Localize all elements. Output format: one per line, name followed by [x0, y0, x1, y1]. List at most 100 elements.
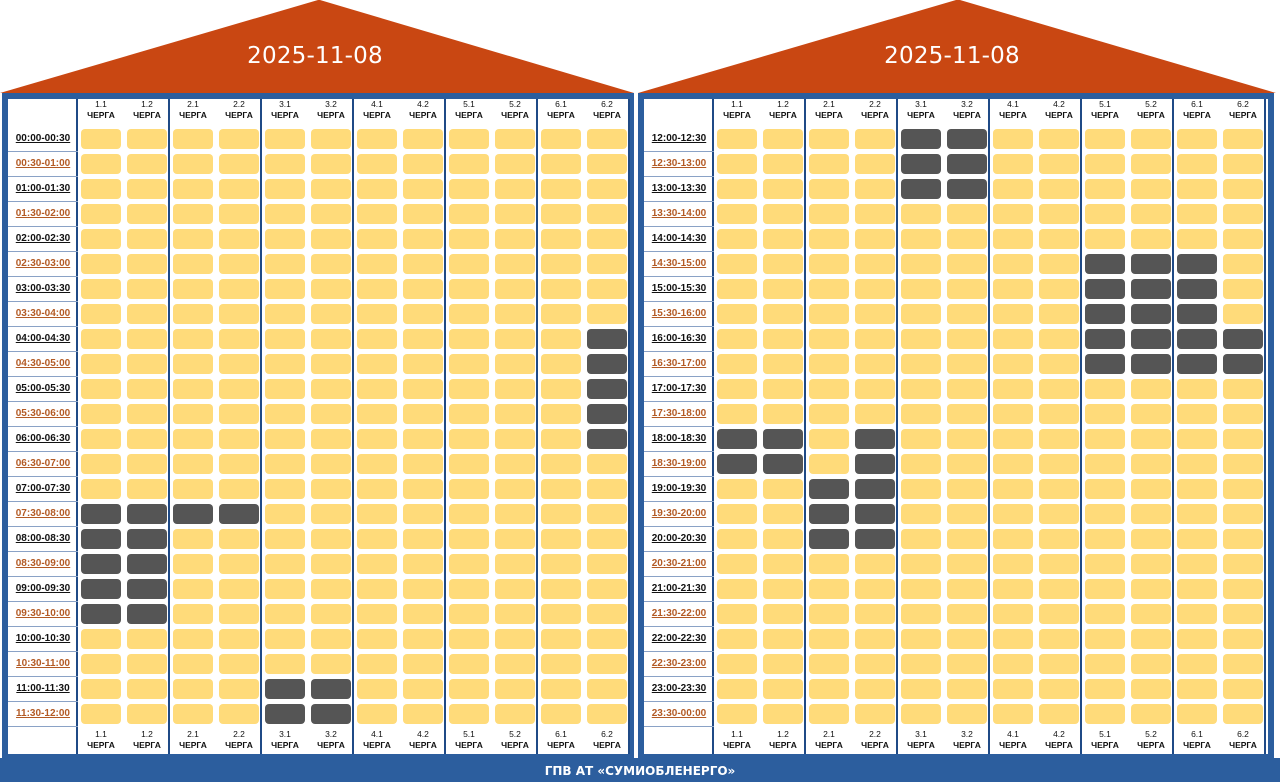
power-on-cell[interactable]: [403, 404, 443, 424]
power-on-cell[interactable]: [1131, 529, 1171, 549]
power-on-cell[interactable]: [541, 654, 581, 674]
power-on-cell[interactable]: [81, 379, 121, 399]
power-on-cell[interactable]: [541, 354, 581, 374]
power-on-cell[interactable]: [403, 254, 443, 274]
power-on-cell[interactable]: [993, 679, 1033, 699]
power-on-cell[interactable]: [717, 129, 757, 149]
power-on-cell[interactable]: [265, 179, 305, 199]
power-on-cell[interactable]: [357, 254, 397, 274]
power-on-cell[interactable]: [357, 654, 397, 674]
power-on-cell[interactable]: [947, 654, 987, 674]
power-on-cell[interactable]: [357, 479, 397, 499]
outage-cell[interactable]: [717, 454, 757, 474]
power-on-cell[interactable]: [173, 604, 213, 624]
outage-cell[interactable]: [265, 679, 305, 699]
power-on-cell[interactable]: [81, 154, 121, 174]
power-on-cell[interactable]: [403, 479, 443, 499]
power-on-cell[interactable]: [1177, 679, 1217, 699]
power-on-cell[interactable]: [763, 229, 803, 249]
power-on-cell[interactable]: [219, 179, 259, 199]
power-on-cell[interactable]: [541, 404, 581, 424]
power-on-cell[interactable]: [1223, 529, 1263, 549]
outage-cell[interactable]: [1085, 354, 1125, 374]
power-on-cell[interactable]: [1085, 604, 1125, 624]
power-on-cell[interactable]: [1131, 154, 1171, 174]
power-on-cell[interactable]: [855, 604, 895, 624]
power-on-cell[interactable]: [173, 204, 213, 224]
power-on-cell[interactable]: [403, 679, 443, 699]
power-on-cell[interactable]: [809, 679, 849, 699]
power-on-cell[interactable]: [717, 179, 757, 199]
power-on-cell[interactable]: [541, 329, 581, 349]
power-on-cell[interactable]: [1039, 129, 1079, 149]
power-on-cell[interactable]: [1085, 529, 1125, 549]
power-on-cell[interactable]: [495, 204, 535, 224]
power-on-cell[interactable]: [219, 204, 259, 224]
power-on-cell[interactable]: [219, 679, 259, 699]
power-on-cell[interactable]: [449, 629, 489, 649]
power-on-cell[interactable]: [403, 554, 443, 574]
outage-cell[interactable]: [587, 429, 627, 449]
power-on-cell[interactable]: [1039, 529, 1079, 549]
power-on-cell[interactable]: [763, 629, 803, 649]
power-on-cell[interactable]: [219, 329, 259, 349]
power-on-cell[interactable]: [901, 354, 941, 374]
power-on-cell[interactable]: [81, 279, 121, 299]
power-on-cell[interactable]: [173, 404, 213, 424]
power-on-cell[interactable]: [809, 304, 849, 324]
power-on-cell[interactable]: [855, 329, 895, 349]
power-on-cell[interactable]: [357, 329, 397, 349]
power-on-cell[interactable]: [763, 654, 803, 674]
power-on-cell[interactable]: [81, 679, 121, 699]
power-on-cell[interactable]: [357, 629, 397, 649]
power-on-cell[interactable]: [1131, 129, 1171, 149]
power-on-cell[interactable]: [717, 354, 757, 374]
power-on-cell[interactable]: [993, 179, 1033, 199]
power-on-cell[interactable]: [127, 354, 167, 374]
power-on-cell[interactable]: [495, 529, 535, 549]
power-on-cell[interactable]: [901, 554, 941, 574]
power-on-cell[interactable]: [763, 304, 803, 324]
power-on-cell[interactable]: [495, 154, 535, 174]
power-on-cell[interactable]: [495, 129, 535, 149]
power-on-cell[interactable]: [449, 454, 489, 474]
power-on-cell[interactable]: [1131, 604, 1171, 624]
power-on-cell[interactable]: [219, 604, 259, 624]
power-on-cell[interactable]: [495, 304, 535, 324]
power-on-cell[interactable]: [81, 304, 121, 324]
power-on-cell[interactable]: [127, 204, 167, 224]
power-on-cell[interactable]: [403, 454, 443, 474]
power-on-cell[interactable]: [1131, 204, 1171, 224]
power-on-cell[interactable]: [947, 679, 987, 699]
power-on-cell[interactable]: [993, 279, 1033, 299]
power-on-cell[interactable]: [265, 479, 305, 499]
power-on-cell[interactable]: [1131, 554, 1171, 574]
power-on-cell[interactable]: [901, 479, 941, 499]
power-on-cell[interactable]: [717, 279, 757, 299]
power-on-cell[interactable]: [173, 679, 213, 699]
power-on-cell[interactable]: [357, 379, 397, 399]
power-on-cell[interactable]: [947, 704, 987, 724]
power-on-cell[interactable]: [311, 479, 351, 499]
power-on-cell[interactable]: [1085, 704, 1125, 724]
power-on-cell[interactable]: [311, 254, 351, 274]
power-on-cell[interactable]: [1131, 654, 1171, 674]
power-on-cell[interactable]: [219, 129, 259, 149]
power-on-cell[interactable]: [357, 204, 397, 224]
power-on-cell[interactable]: [449, 404, 489, 424]
power-on-cell[interactable]: [763, 404, 803, 424]
power-on-cell[interactable]: [717, 379, 757, 399]
power-on-cell[interactable]: [587, 629, 627, 649]
power-on-cell[interactable]: [587, 479, 627, 499]
power-on-cell[interactable]: [587, 579, 627, 599]
power-on-cell[interactable]: [1223, 304, 1263, 324]
power-on-cell[interactable]: [993, 504, 1033, 524]
power-on-cell[interactable]: [947, 429, 987, 449]
power-on-cell[interactable]: [357, 129, 397, 149]
power-on-cell[interactable]: [495, 654, 535, 674]
power-on-cell[interactable]: [495, 354, 535, 374]
power-on-cell[interactable]: [763, 604, 803, 624]
power-on-cell[interactable]: [1085, 429, 1125, 449]
power-on-cell[interactable]: [1177, 629, 1217, 649]
power-on-cell[interactable]: [357, 679, 397, 699]
